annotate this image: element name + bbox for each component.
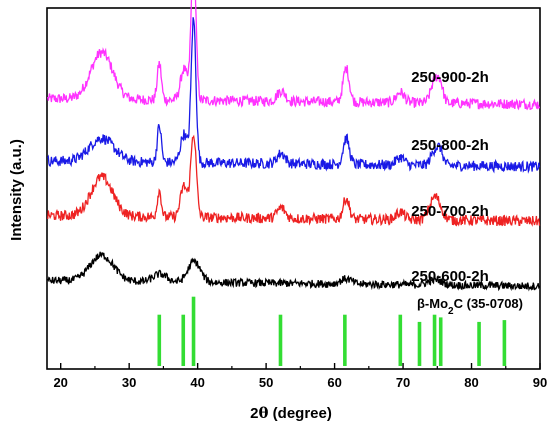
x-tick-label: 90 — [533, 375, 547, 390]
reference-stick — [398, 314, 403, 366]
series-label: 250-700-2h — [411, 203, 489, 220]
series-label: 250-600-2h — [411, 268, 489, 285]
series-labels: 250-900-2h 250-800-2h 250-700-2h 250-600-2h — [411, 69, 489, 285]
reference-stick — [417, 321, 422, 366]
x-tick-label: 60 — [327, 375, 341, 390]
reference-stick — [502, 320, 507, 366]
reference-pattern — [157, 296, 507, 366]
reference-stick — [278, 314, 283, 366]
reference-stick — [181, 314, 186, 366]
x-tick-label: 30 — [122, 375, 136, 390]
reference-stick — [438, 317, 443, 366]
reference-stick — [432, 314, 437, 366]
y-axis-label: Intensity (a.u.) — [8, 139, 25, 241]
x-tick-label: 50 — [259, 375, 273, 390]
reference-stick — [343, 314, 347, 366]
series-line — [47, 134, 541, 227]
x-tick-label: 70 — [396, 375, 410, 390]
reference-stick — [477, 321, 481, 366]
series-label: 250-800-2h — [411, 137, 489, 154]
reference-stick — [191, 296, 196, 366]
x-tick-label: 40 — [190, 375, 204, 390]
series-label: 250-900-2h — [411, 69, 489, 86]
x-axis-label: 2θ (degree) — [250, 404, 332, 422]
series-line — [47, 251, 541, 292]
x-tick-label: 20 — [53, 375, 67, 390]
x-tick-label: 80 — [464, 375, 478, 390]
series-line — [47, 17, 541, 174]
reference-stick — [157, 314, 162, 366]
plot-frame — [46, 7, 541, 370]
series-group — [47, 0, 541, 292]
reference-label: β-Mo2C (35-0708) — [417, 296, 523, 317]
x-axis: 20 30 40 50 60 70 80 90 — [53, 363, 547, 390]
series-line — [47, 0, 541, 111]
